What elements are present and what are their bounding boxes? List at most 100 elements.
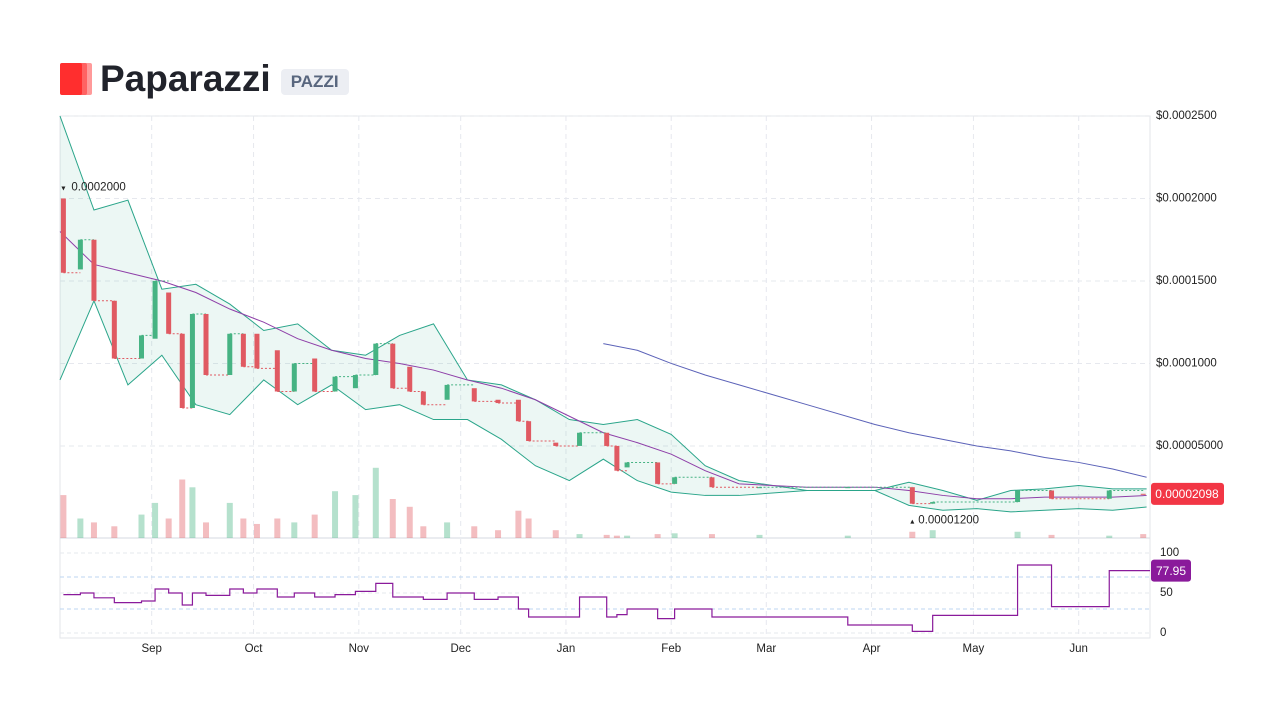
volume-bar (372, 467, 379, 538)
candle-body (1140, 493, 1146, 495)
volume-bar (274, 518, 281, 538)
volume-bar (60, 495, 67, 538)
volume-bar (929, 530, 936, 538)
coin-title: Paparazzi (100, 58, 271, 99)
candle-body (179, 333, 185, 409)
x-tick-label: Oct (245, 643, 264, 655)
candle-body (577, 432, 583, 446)
candle-body (1015, 490, 1021, 503)
candle-body (909, 487, 915, 504)
volume-bar (111, 526, 118, 538)
candle-body (624, 462, 630, 468)
candle-body (407, 366, 413, 392)
volume-bar (90, 522, 97, 538)
volume-bar (291, 522, 298, 538)
candle-body (709, 477, 715, 488)
volume-bar (1048, 534, 1055, 538)
volume-bar (332, 491, 339, 538)
rsi-line (63, 564, 1150, 632)
volume-bar (613, 535, 620, 538)
bollinger-lower (59, 299, 1147, 513)
volume-bar (444, 522, 451, 538)
candle-body (332, 376, 338, 392)
volume-bar (240, 518, 247, 538)
candle-body (274, 350, 280, 392)
long-moving-average (603, 343, 1147, 478)
low-marker: 0.00001200 (918, 515, 979, 527)
volume-bar (576, 534, 583, 538)
volume-bar (671, 533, 678, 538)
volume-bar (756, 534, 763, 538)
band-fill (60, 116, 1147, 512)
candle-body (291, 363, 297, 392)
candle-body (373, 343, 379, 376)
candle-body (91, 239, 97, 301)
volume-bar (1014, 531, 1021, 538)
candle-body (254, 333, 260, 369)
volume-bar (179, 479, 186, 538)
x-tick-label: May (963, 643, 985, 655)
candle-body (1106, 490, 1112, 499)
candle-body (189, 313, 195, 409)
candle-body (77, 239, 83, 270)
candle-body (312, 358, 318, 392)
high-marker: 0.0002000 (71, 182, 125, 194)
volume-bar (189, 487, 196, 538)
candle-body (1049, 490, 1055, 499)
y-tick-label: $0.0001500 (1156, 275, 1217, 287)
volume-bar (1106, 535, 1113, 538)
rsi-tick-label: 50 (1160, 587, 1173, 599)
volume-bar (603, 534, 610, 538)
rsi-tick-label: 0 (1160, 627, 1166, 639)
candle-body (240, 333, 246, 367)
volume-bar (624, 535, 631, 538)
rsi-tag-label: 77.95 (1156, 564, 1186, 578)
candle-body (515, 399, 521, 422)
moving-average (59, 231, 1147, 500)
volume-bar (203, 522, 210, 538)
x-tick-label: Apr (863, 643, 881, 655)
volume-bar (77, 518, 84, 538)
volume-bar (525, 518, 532, 538)
candle-body (604, 432, 610, 446)
volume-bar (844, 535, 851, 538)
x-tick-label: Sep (141, 643, 161, 655)
high-arrow (61, 186, 66, 191)
price-tag (1151, 482, 1224, 505)
logo (60, 63, 92, 95)
volume-bar (552, 530, 559, 538)
candle-body (390, 343, 396, 389)
volume-bar (909, 531, 916, 538)
candle-body (60, 198, 66, 273)
volume-bar (311, 514, 318, 538)
x-tick-label: Nov (349, 643, 370, 655)
candle-body (420, 391, 426, 405)
volume-bar (389, 499, 396, 538)
candle-body (152, 280, 158, 339)
volume-bar (152, 502, 159, 538)
x-tick-label: Jan (557, 643, 576, 655)
candle-body (444, 384, 450, 400)
candle-body (111, 300, 117, 359)
volume-bar (471, 526, 478, 538)
candle-body (138, 335, 144, 359)
volume-bar (406, 506, 413, 538)
candle-body (655, 462, 661, 484)
y-tick-label: $0.0002500 (1156, 110, 1217, 122)
volume-bar (226, 502, 233, 538)
volume-bar (352, 495, 359, 538)
candle-body (526, 421, 532, 441)
candle-body (672, 477, 678, 484)
x-tick-label: Feb (661, 643, 681, 655)
volume-bar (515, 510, 522, 538)
x-tick-label: Mar (756, 643, 776, 655)
volume-bar (708, 534, 715, 538)
x-tick-label: Dec (450, 643, 471, 655)
candle-body (471, 388, 477, 402)
rsi-tick-label: 100 (1160, 547, 1179, 559)
volume-bar (165, 518, 172, 538)
candle-body (227, 333, 233, 376)
price-tag-label: 0.00002098 (1155, 487, 1219, 501)
